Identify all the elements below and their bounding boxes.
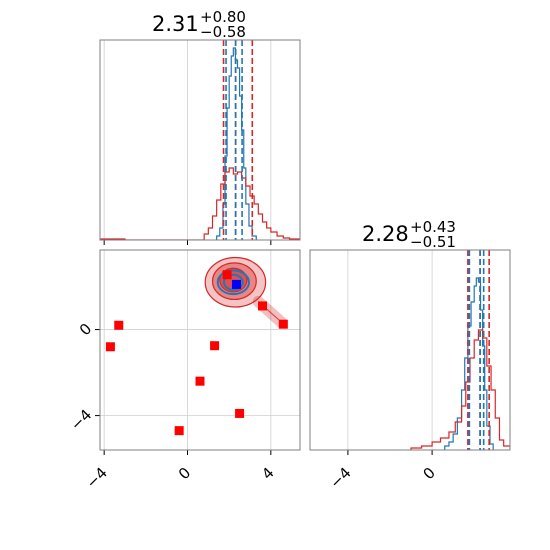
p2-tick-label-x-1: 0 xyxy=(419,464,438,483)
histogram-panel-2: −4 0 xyxy=(309,249,511,492)
p3-frame xyxy=(99,249,301,451)
title-1-minus: −0.58 xyxy=(200,23,246,41)
title-panel-1: 2.31 +0.80 −0.58 xyxy=(152,8,246,41)
title-2-minus: −0.51 xyxy=(410,233,456,251)
p2-hist-series-1 xyxy=(410,329,510,450)
red-marker-5 xyxy=(222,270,232,280)
blue-contour-0 xyxy=(216,269,250,296)
red-marker-8 xyxy=(278,319,288,329)
red-marker-2 xyxy=(174,426,184,436)
title-panel-2: 2.28 +0.43 −0.51 xyxy=(362,218,456,251)
p2-plot-area xyxy=(410,250,510,450)
p2-tick-label-x-0: −4 xyxy=(326,464,354,492)
p3-tick-label-x-0: −4 xyxy=(83,464,111,492)
title-2-plus: +0.43 xyxy=(410,218,456,236)
title-2-median: 2.28 xyxy=(362,222,409,246)
p3-plot-area xyxy=(105,256,288,436)
red-marker-0 xyxy=(105,342,115,352)
p1-hist-series-0 xyxy=(216,47,257,240)
p1-frame xyxy=(99,39,301,241)
title-1-median: 2.31 xyxy=(152,12,199,36)
scatter-contour-panel: −4 0 4 0 −4 xyxy=(67,249,301,492)
red-marker-7 xyxy=(258,301,267,311)
blue-marker-0 xyxy=(231,279,241,289)
p2-hist-series-0 xyxy=(444,277,494,450)
p3-tick-label-x-2: 4 xyxy=(258,464,277,483)
p3-tick-label-x-1: 0 xyxy=(175,464,194,483)
red-marker-6 xyxy=(235,408,245,418)
title-1-plus: +0.80 xyxy=(200,8,246,26)
red-marker-1 xyxy=(114,320,124,330)
blue-contour-1 xyxy=(222,273,244,291)
red-marker-4 xyxy=(210,341,220,351)
histogram-panel-1 xyxy=(99,39,301,245)
p1-plot-area xyxy=(100,40,300,240)
p2-frame xyxy=(309,249,511,451)
p1-hist-series-1 xyxy=(100,167,300,240)
p3-tick-label-y-1: −4 xyxy=(67,406,95,434)
red-marker-3 xyxy=(195,376,205,386)
p3-tick-label-y-0: 0 xyxy=(76,320,95,339)
